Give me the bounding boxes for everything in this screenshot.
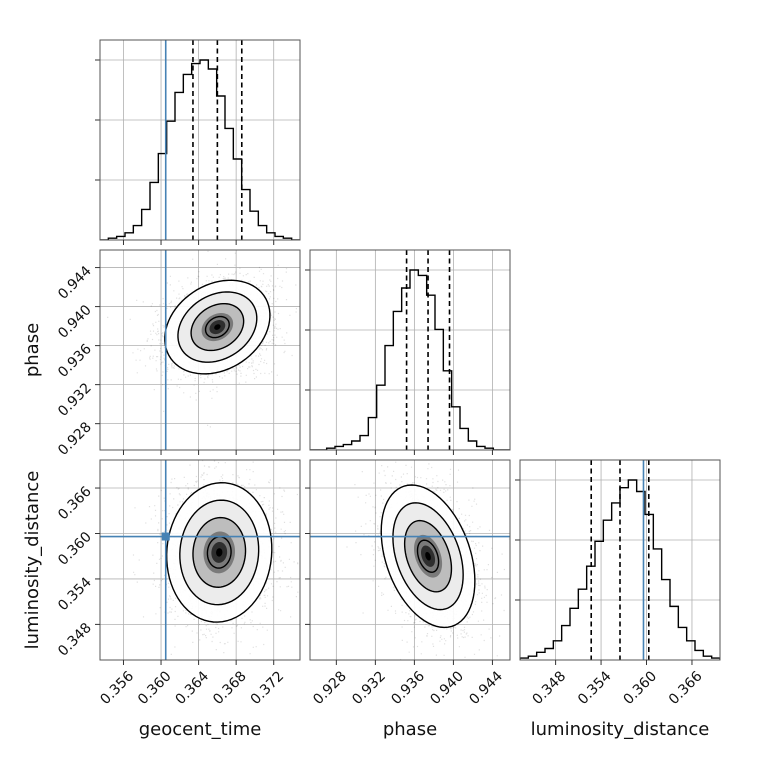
y-axis-label-luminosity_distance: luminosity_distance (22, 471, 43, 650)
contour-1-sigma (403, 519, 453, 593)
contour-0.5-sigma (206, 536, 232, 569)
x-tick-label: 0.936 (388, 668, 428, 708)
density-layer (346, 460, 510, 660)
y-tick-label: 0.928 (55, 419, 95, 459)
x-tick-label: 0.348 (530, 668, 570, 708)
panel-frame (309, 249, 511, 451)
panel-luminosity_distance-luminosity_distance: 0.348 0.354 0.360 0.366 (515, 459, 721, 708)
panel-frame (99, 249, 301, 451)
y-tick-label: 0.360 (55, 529, 95, 569)
y-tick-label: 0.348 (55, 620, 95, 660)
contour-1-sigma (190, 302, 245, 352)
x-axis-label-luminosity_distance: luminosity_distance (531, 719, 710, 740)
contour-1.5-sigma (177, 291, 258, 363)
y-tick-label: 0.940 (55, 302, 95, 342)
contour-0.5-sigma (204, 315, 230, 339)
x-axis-label-phase: phase (383, 719, 437, 740)
panel-phase-phase (305, 249, 511, 455)
panel-frame (519, 459, 721, 661)
contour-1-sigma (192, 516, 247, 588)
x-tick-label: 0.944 (466, 668, 506, 708)
x-tick-label: 0.354 (575, 668, 615, 708)
panel-frame (309, 459, 511, 661)
contour-2-sigma (164, 279, 271, 375)
contour-0.5-sigma (416, 539, 440, 573)
contour-1.5-sigma (392, 502, 464, 611)
histogram-geocent_time (100, 59, 300, 240)
x-axis-label-geocent_time: geocent_time (139, 719, 262, 740)
contour-2-sigma (165, 482, 273, 623)
y-tick-label: 0.944 (55, 263, 95, 303)
density-layer (132, 460, 300, 655)
x-tick-label: 0.372 (248, 668, 288, 708)
contour-1.5-sigma (179, 499, 260, 606)
x-tick-label: 0.368 (210, 668, 250, 708)
x-tick-label: 0.356 (97, 668, 137, 708)
contour-2-sigma (380, 484, 476, 629)
histogram-phase (310, 269, 510, 450)
x-tick-label: 0.928 (310, 668, 350, 708)
x-tick-label: 0.360 (135, 668, 175, 708)
panel-geocent_time-geocent_time (95, 39, 301, 245)
x-tick-label: 0.932 (349, 668, 389, 708)
y-tick-label: 0.936 (55, 341, 95, 381)
panel-frame (99, 39, 301, 241)
x-tick-label: 0.360 (620, 668, 660, 708)
truth-marker (161, 532, 170, 541)
x-tick-label: 0.940 (427, 668, 467, 708)
density-level (214, 324, 221, 330)
y-tick-label: 0.354 (55, 574, 95, 614)
panel-frame (99, 459, 301, 661)
density-layer (107, 250, 297, 428)
density-level (216, 548, 223, 557)
y-tick-label: 0.932 (55, 380, 95, 420)
panel-luminosity_distance-geocent_time: 0.3560.3600.3640.3680.3720.3480.3540.360… (55, 459, 301, 708)
y-axis-label-phase: phase (22, 323, 43, 377)
x-tick-label: 0.364 (173, 668, 213, 708)
y-tick-label: 0.366 (55, 483, 95, 523)
density-level (425, 551, 431, 561)
panel-luminosity_distance-phase: 0.928 0.932 0.936 0.940 0.944 (305, 459, 511, 708)
x-tick-label: 0.366 (666, 668, 706, 708)
